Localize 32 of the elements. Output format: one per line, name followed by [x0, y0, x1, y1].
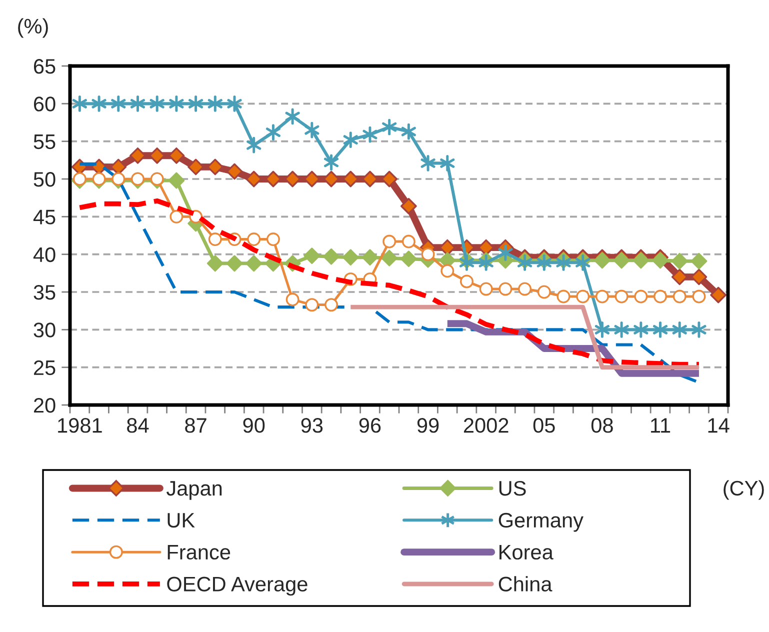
y-tick-label: 45: [33, 210, 56, 224]
x-tick-label: 05: [533, 418, 555, 433]
legend-label: Germany: [498, 512, 584, 532]
y-tick-label: 40: [33, 247, 56, 262]
legend-label: US: [499, 480, 526, 496]
y-axis-title: (%): [18, 18, 48, 38]
x-tick-label: 14: [708, 418, 730, 433]
legend-label: OECD Average: [167, 576, 308, 596]
legend-label: Korea: [500, 545, 554, 560]
y-tick-label: 25: [34, 360, 56, 376]
x-tick-label: 96: [359, 418, 381, 433]
y-tick-label: 35: [34, 285, 56, 300]
x-axis-title: (CY): [724, 480, 764, 500]
x-tick-label: 2002: [464, 418, 508, 433]
legend-label: UK: [168, 513, 195, 528]
y-tick-label: 30: [34, 322, 56, 338]
x-tick-label: 99: [417, 418, 439, 433]
x-tick-label: 84: [127, 418, 149, 433]
x-tick-label: 1981: [58, 418, 102, 433]
y-tick-label: 50: [34, 172, 56, 187]
legend-label: Japan: [166, 481, 222, 500]
legend-label: China: [498, 576, 552, 592]
x-tick-label: 93: [301, 418, 323, 433]
y-tick-label: 65: [34, 59, 56, 74]
legend-label: France: [168, 545, 230, 560]
y-tick-label: 60: [34, 96, 56, 112]
x-tick-label: 11: [651, 418, 670, 433]
x-tick-label: 08: [591, 418, 613, 433]
x-tick-label: 90: [243, 418, 265, 433]
y-tick-label: 20: [34, 398, 56, 413]
y-tick-label: 55: [34, 134, 56, 150]
x-tick-label: 87: [185, 418, 206, 433]
